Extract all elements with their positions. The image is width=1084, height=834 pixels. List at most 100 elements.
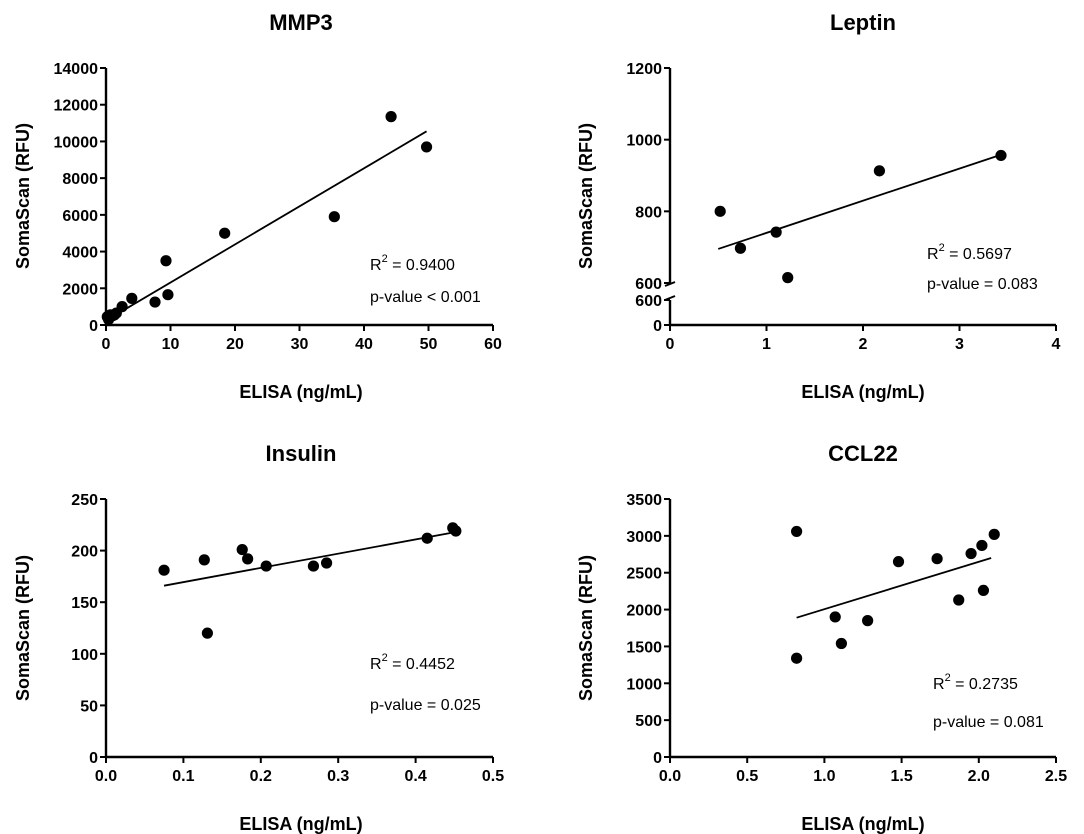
regression-line bbox=[717, 153, 1002, 250]
r2-superscript: 2 bbox=[382, 253, 388, 265]
y-tick-label: 0 bbox=[653, 318, 662, 335]
p-value-annotation: p-value = 0.083 bbox=[927, 276, 1038, 293]
data-point bbox=[421, 532, 433, 544]
regression-line bbox=[796, 557, 992, 619]
p-value-annotation: p-value < 0.001 bbox=[370, 289, 481, 306]
r2-annotation: R2 = 0.4452 bbox=[370, 652, 455, 673]
y-axis-title: SomaScan (RFU) bbox=[576, 123, 596, 269]
data-point bbox=[965, 547, 977, 560]
x-tick-label: 4 bbox=[1052, 336, 1061, 353]
x-tick-label: 3 bbox=[955, 336, 964, 353]
data-point bbox=[977, 584, 990, 597]
x-tick-label: 0.1 bbox=[172, 768, 194, 785]
panel-mmp3: MMP3 SomaScan (RFU) ELISA (ng/mL) 0 10 20 3… bbox=[13, 10, 502, 402]
data-point bbox=[829, 611, 841, 623]
data-point bbox=[201, 627, 213, 639]
y-tick-label: 12000 bbox=[54, 98, 99, 115]
x-axis-title: ELISA (ng/mL) bbox=[801, 382, 924, 402]
y-tick-label: 3500 bbox=[626, 492, 662, 509]
data-point bbox=[931, 553, 943, 565]
data-point bbox=[734, 242, 747, 254]
data-point bbox=[450, 525, 462, 537]
data-point bbox=[873, 165, 886, 177]
y-tick-label: 2000 bbox=[626, 603, 662, 620]
y-tick-label: 6000 bbox=[62, 208, 98, 225]
y-tick-label: 600 bbox=[635, 293, 662, 310]
panel-leptin: Leptin SomaScan (RFU) ELISA (ng/mL) 0 1 2 3… bbox=[576, 10, 1061, 402]
r2-value: = 0.2735 bbox=[951, 676, 1018, 693]
x-tick-label: 40 bbox=[355, 336, 373, 353]
data-point bbox=[307, 560, 320, 572]
x-tick-label: 2.5 bbox=[1045, 768, 1067, 785]
r2-label: R bbox=[933, 676, 945, 693]
y-tick-label: 14000 bbox=[54, 61, 99, 78]
data-point bbox=[320, 557, 333, 569]
y-tick-label: 0 bbox=[89, 750, 98, 767]
x-tick-label: 2.0 bbox=[968, 768, 990, 785]
x-tick-label: 0.0 bbox=[95, 768, 117, 785]
data-point bbox=[242, 553, 254, 565]
x-tick-label: 10 bbox=[162, 336, 180, 353]
data-point bbox=[149, 296, 161, 308]
data-point bbox=[791, 652, 803, 664]
plot-area: 0 1 2 3 4 600 800 1000 1200 0 600 bbox=[626, 61, 1060, 353]
y-tick-label: 3000 bbox=[626, 529, 662, 546]
y-tick-label: 500 bbox=[635, 713, 662, 730]
x-tick-label: 1.0 bbox=[813, 768, 835, 785]
data-point bbox=[714, 205, 726, 217]
data-point bbox=[158, 564, 170, 576]
data-point bbox=[328, 211, 340, 223]
y-tick-label: 100 bbox=[71, 647, 98, 664]
y-tick-label: 800 bbox=[635, 204, 662, 221]
regression-line bbox=[106, 130, 428, 321]
panel-title: CCL22 bbox=[828, 441, 898, 466]
panel-title: Insulin bbox=[266, 441, 337, 466]
data-point bbox=[976, 539, 988, 552]
svg-text:R2 = 0.4452: R2 = 0.4452 bbox=[370, 652, 455, 673]
y-tick-label: 1500 bbox=[626, 639, 662, 656]
data-point bbox=[892, 556, 905, 568]
data-point bbox=[236, 543, 248, 556]
data-point bbox=[770, 226, 782, 238]
data-point bbox=[198, 554, 210, 566]
data-point bbox=[953, 594, 965, 606]
r2-superscript: 2 bbox=[939, 242, 945, 254]
r2-superscript: 2 bbox=[945, 672, 951, 684]
data-point bbox=[862, 615, 874, 627]
panel-ccl22: CCL22 SomaScan (RFU) ELISA (ng/mL) 0.0 0.… bbox=[576, 441, 1067, 834]
x-tick-label: 30 bbox=[291, 336, 309, 353]
y-tick-label: 600 bbox=[635, 276, 662, 293]
x-tick-label: 0.3 bbox=[327, 768, 349, 785]
y-tick-label: 200 bbox=[71, 544, 98, 561]
y-tick-label: 8000 bbox=[62, 171, 98, 188]
x-tick-label: 20 bbox=[226, 336, 244, 353]
panel-insulin: Insulin SomaScan (RFU) ELISA (ng/mL) 0.0… bbox=[13, 441, 504, 834]
svg-text:R2 = 0.9400: R2 = 0.9400 bbox=[370, 253, 455, 274]
y-tick-label: 50 bbox=[80, 698, 98, 715]
r2-annotation: R2 = 0.5697 bbox=[927, 242, 1012, 263]
svg-text:R2 = 0.2735: R2 = 0.2735 bbox=[933, 672, 1018, 693]
y-tick-label: 0 bbox=[89, 318, 98, 335]
x-tick-label: 0.2 bbox=[250, 768, 272, 785]
y-tick-label: 10000 bbox=[54, 134, 99, 151]
x-tick-label: 60 bbox=[484, 336, 502, 353]
data-point bbox=[219, 227, 231, 239]
panel-title: MMP3 bbox=[269, 10, 333, 35]
data-point bbox=[995, 149, 1007, 162]
data-point bbox=[160, 255, 172, 267]
panel-title: Leptin bbox=[830, 10, 896, 35]
data-point bbox=[782, 272, 794, 284]
y-tick-label: 1000 bbox=[626, 133, 662, 150]
y-axis-title: SomaScan (RFU) bbox=[13, 555, 33, 701]
x-tick-label: 0 bbox=[666, 336, 675, 353]
data-point bbox=[116, 301, 128, 313]
data-point bbox=[260, 560, 272, 572]
p-value-annotation: p-value = 0.081 bbox=[933, 714, 1044, 731]
p-value-annotation: p-value = 0.025 bbox=[370, 697, 481, 714]
r2-value: = 0.9400 bbox=[388, 257, 455, 274]
y-tick-label: 2000 bbox=[62, 281, 98, 298]
x-tick-label: 0.5 bbox=[482, 768, 504, 785]
x-tick-label: 1.5 bbox=[890, 768, 912, 785]
regression-line bbox=[163, 531, 457, 587]
